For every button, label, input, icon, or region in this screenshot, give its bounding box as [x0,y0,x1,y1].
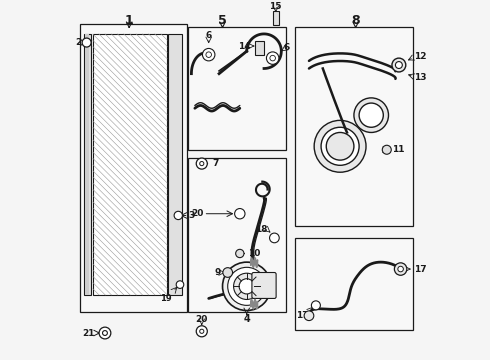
Circle shape [196,158,207,169]
Text: 6: 6 [206,31,212,40]
Text: 4: 4 [244,314,250,324]
Circle shape [239,279,254,294]
Bar [295,238,413,329]
Text: 21: 21 [82,329,95,338]
Circle shape [392,58,406,72]
Circle shape [311,301,320,310]
Text: 20: 20 [192,209,204,218]
Circle shape [234,273,260,300]
Circle shape [398,266,403,272]
Text: 5: 5 [218,14,227,27]
Circle shape [223,268,233,277]
Circle shape [102,330,107,336]
FancyBboxPatch shape [252,273,276,298]
Text: 1: 1 [125,14,134,27]
Circle shape [314,120,366,172]
Circle shape [200,162,204,166]
Circle shape [394,263,407,275]
Text: 9: 9 [215,268,221,277]
Text: 10: 10 [248,249,261,258]
Circle shape [354,98,389,132]
Text: 20: 20 [196,315,208,324]
Text: 13: 13 [415,73,427,82]
Circle shape [267,52,279,64]
Circle shape [99,327,111,339]
Text: 12: 12 [415,52,427,61]
Circle shape [200,329,204,333]
Text: 14: 14 [238,41,250,50]
Circle shape [270,233,279,243]
Text: 17: 17 [296,311,309,320]
Circle shape [395,62,402,68]
Text: 8: 8 [351,14,360,27]
Bar [93,34,167,295]
Bar [188,158,287,312]
Text: 19: 19 [160,294,172,303]
Bar [168,34,182,295]
Circle shape [82,38,91,47]
Text: 3: 3 [189,211,195,220]
Bar [84,34,92,295]
Circle shape [228,267,266,305]
Text: 2: 2 [75,38,81,47]
Circle shape [235,208,245,219]
Bar [272,12,279,25]
Bar [85,34,89,295]
Circle shape [174,211,182,220]
Text: 7: 7 [212,159,219,168]
Bar [188,27,287,150]
Circle shape [222,262,271,311]
Text: 17: 17 [415,265,427,274]
Circle shape [382,145,392,154]
Text: 18: 18 [255,225,268,234]
Bar [255,41,264,55]
Circle shape [196,326,207,337]
Circle shape [202,49,215,61]
Circle shape [326,132,354,160]
Circle shape [304,311,314,320]
Circle shape [206,52,212,58]
Text: 11: 11 [392,145,404,154]
Circle shape [176,281,184,288]
Circle shape [321,127,359,165]
Text: 6: 6 [283,43,289,52]
Circle shape [270,55,275,61]
Circle shape [236,249,244,258]
Bar [295,27,413,226]
Bar [80,23,187,312]
Circle shape [359,103,383,127]
Text: 15: 15 [270,2,282,11]
